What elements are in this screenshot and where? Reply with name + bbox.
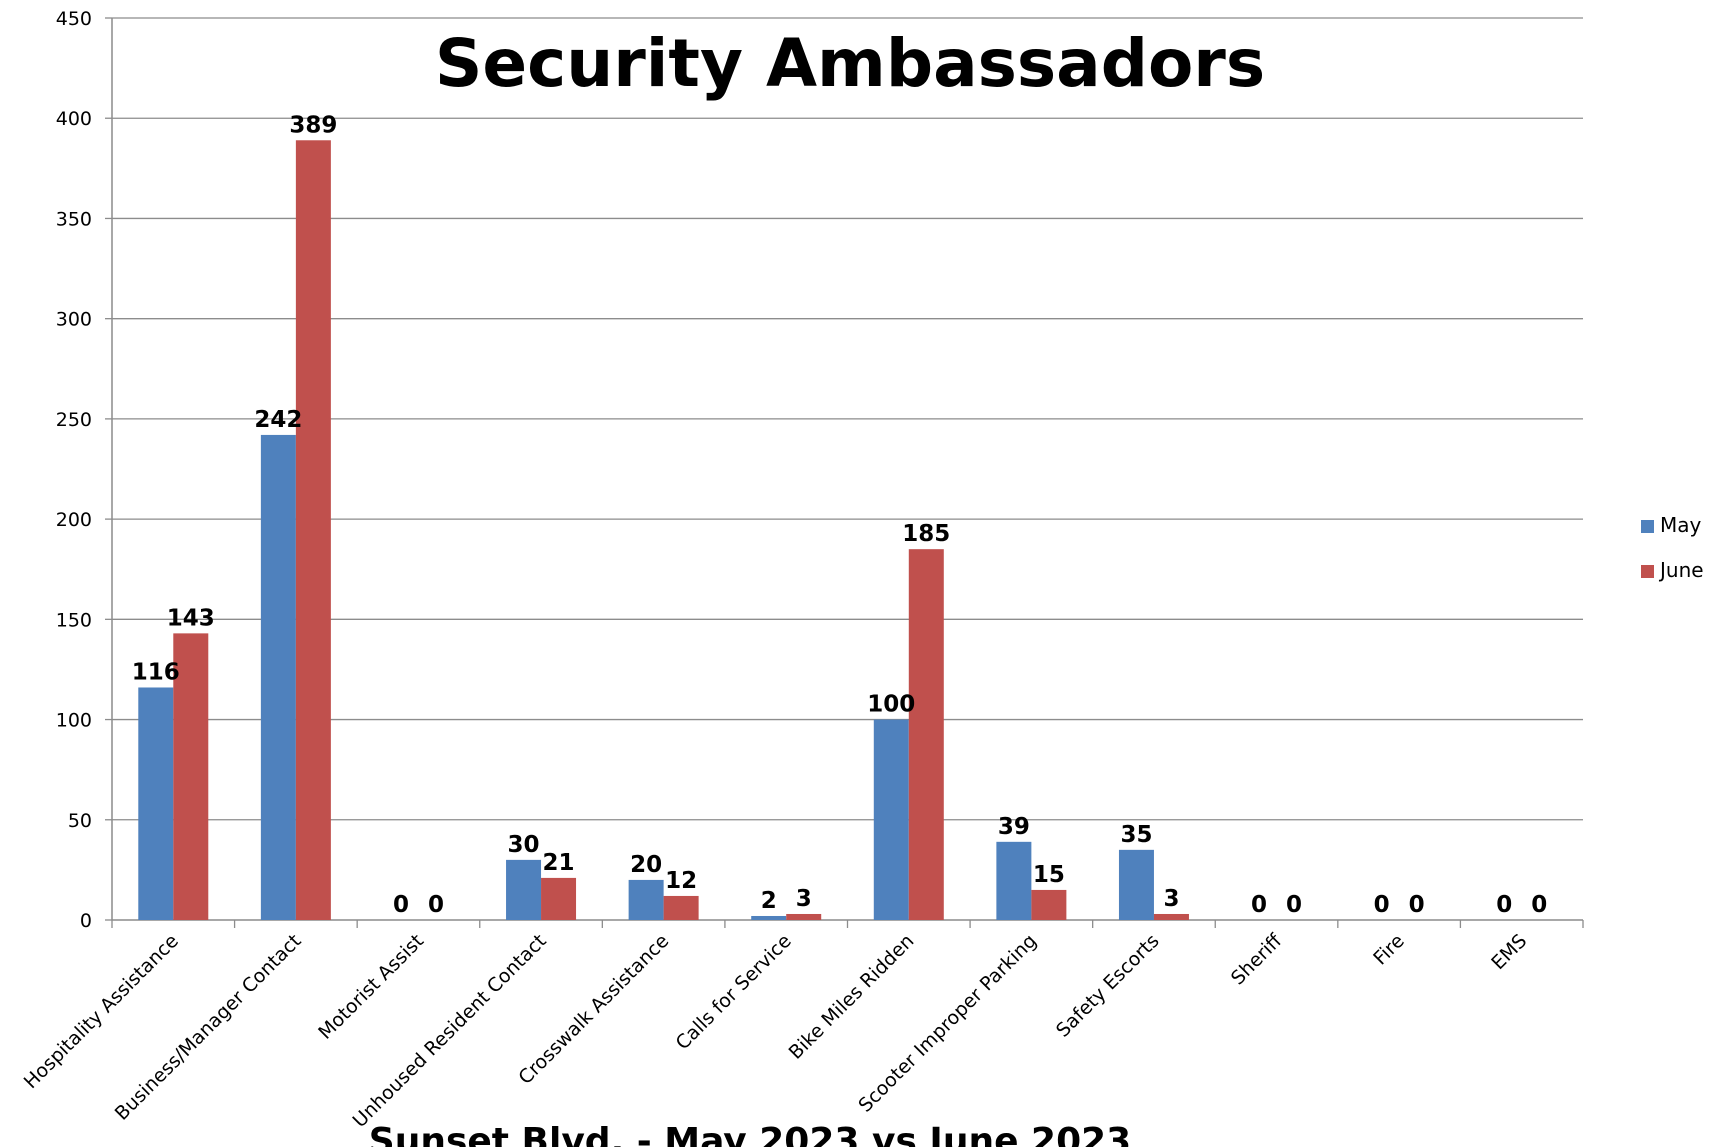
data-label-may: 39: [998, 814, 1030, 840]
x-tick-label: Motorist Assist: [314, 930, 428, 1044]
legend-label: May: [1660, 513, 1702, 537]
bar-may: [628, 879, 664, 920]
y-tick-label: 400: [56, 108, 92, 130]
data-label-may: 0: [393, 892, 409, 918]
y-tick-label: 0: [80, 910, 92, 932]
x-tick-label: Bike Miles Ridden: [785, 930, 919, 1064]
x-tick-label: Sheriff: [1227, 929, 1287, 989]
data-label-may: 242: [254, 407, 302, 433]
chart-title: Security Ambassadors: [435, 25, 1265, 102]
bar-june: [786, 913, 822, 920]
y-tick-label: 100: [56, 710, 92, 732]
y-tick-label: 50: [68, 810, 92, 832]
bar-may: [751, 915, 787, 920]
y-tick-label: 200: [56, 509, 92, 531]
data-label-june: 3: [1163, 886, 1179, 912]
data-label-may: 0: [1251, 892, 1267, 918]
bar-may: [506, 859, 542, 920]
y-tick-label: 300: [56, 309, 92, 331]
y-tick-label: 150: [56, 609, 92, 631]
bar-june: [541, 877, 577, 920]
x-tick-label: Fire: [1369, 930, 1409, 970]
data-label-june: 0: [1409, 892, 1425, 918]
bar-june: [1153, 913, 1189, 920]
bar-may: [873, 719, 909, 920]
y-tick-label: 250: [56, 409, 92, 431]
x-tick-label: Calls for Service: [672, 930, 796, 1054]
bar-june: [908, 549, 944, 920]
data-label-june: 12: [665, 868, 697, 894]
data-label-june: 15: [1033, 862, 1065, 888]
data-label-june: 3: [796, 886, 812, 912]
bar-may: [138, 687, 174, 920]
data-label-june: 0: [1531, 892, 1547, 918]
data-label-may: 0: [1374, 892, 1390, 918]
data-label-june: 0: [1286, 892, 1302, 918]
data-label-may: 100: [867, 692, 915, 718]
data-label-may: 30: [508, 832, 540, 858]
x-tick-label: EMS: [1487, 930, 1531, 974]
gridlines: [112, 17, 1583, 821]
bar-may: [1118, 849, 1154, 920]
data-label-june: 143: [167, 605, 215, 631]
data-label-june: 21: [543, 850, 575, 876]
bar-june: [1031, 889, 1067, 920]
data-label-june: 0: [428, 892, 444, 918]
bar-may: [260, 434, 296, 920]
bar-june: [663, 895, 699, 920]
bar-june: [295, 140, 331, 920]
data-label-may: 35: [1120, 822, 1152, 848]
data-label-may: 2: [761, 888, 777, 914]
x-tick-label: Safety Escorts: [1052, 930, 1164, 1042]
bar-june: [173, 633, 209, 920]
data-label-may: 20: [630, 852, 662, 878]
x-tick-label: Unhoused Resident Contact: [349, 930, 551, 1132]
legend-swatch: [1641, 520, 1654, 533]
legend: May June: [1641, 513, 1704, 582]
bar-may: [996, 841, 1032, 920]
bars: [138, 140, 1189, 920]
y-tick-label: 450: [56, 8, 92, 30]
chart-subtitle: Sunset Blvd. - May 2023 vs June 2023: [369, 1121, 1131, 1147]
y-tick-label: 350: [56, 208, 92, 230]
legend-label: June: [1658, 558, 1704, 582]
data-label-may: 0: [1496, 892, 1512, 918]
legend-swatch: [1641, 565, 1654, 578]
data-label-may: 116: [132, 659, 180, 685]
data-label-june: 185: [902, 521, 950, 547]
data-label-june: 389: [289, 112, 337, 138]
